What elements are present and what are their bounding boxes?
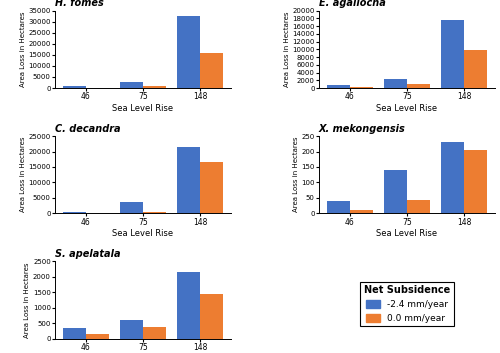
- Bar: [120, 320, 143, 339]
- Bar: [63, 212, 86, 214]
- Bar: [384, 170, 407, 214]
- X-axis label: Sea Level Rise: Sea Level Rise: [112, 229, 174, 238]
- Bar: [200, 162, 223, 214]
- Text: S. apelatala: S. apelatala: [55, 249, 120, 259]
- Text: X. mekongensis: X. mekongensis: [319, 124, 406, 134]
- Bar: [120, 83, 143, 88]
- Bar: [200, 294, 223, 339]
- Bar: [120, 202, 143, 214]
- Bar: [327, 84, 350, 88]
- Bar: [143, 327, 166, 339]
- Bar: [350, 87, 372, 88]
- Legend: -2.4 mm/year, 0.0 mm/year: -2.4 mm/year, 0.0 mm/year: [360, 282, 454, 326]
- Bar: [86, 334, 108, 339]
- Bar: [442, 142, 464, 214]
- Bar: [464, 150, 487, 214]
- Text: E. agallocha: E. agallocha: [319, 0, 386, 8]
- Text: C. decandra: C. decandra: [55, 124, 120, 134]
- Bar: [143, 86, 166, 88]
- Y-axis label: Area Loss in Hectares: Area Loss in Hectares: [20, 12, 26, 87]
- Bar: [178, 16, 200, 88]
- Bar: [407, 199, 430, 214]
- Bar: [350, 210, 372, 214]
- Y-axis label: Area Loss in Hectares: Area Loss in Hectares: [284, 12, 290, 87]
- Bar: [143, 211, 166, 214]
- Bar: [464, 50, 487, 88]
- Y-axis label: Area Loss in Hectares: Area Loss in Hectares: [20, 137, 26, 213]
- Bar: [407, 84, 430, 88]
- Bar: [327, 201, 350, 214]
- Y-axis label: Area Loss in Hectares: Area Loss in Hectares: [292, 137, 298, 213]
- Bar: [178, 272, 200, 339]
- Bar: [178, 147, 200, 214]
- X-axis label: Sea Level Rise: Sea Level Rise: [376, 229, 438, 238]
- Bar: [442, 20, 464, 88]
- X-axis label: Sea Level Rise: Sea Level Rise: [376, 104, 438, 113]
- X-axis label: Sea Level Rise: Sea Level Rise: [112, 104, 174, 113]
- Bar: [384, 79, 407, 88]
- Bar: [63, 328, 86, 339]
- Y-axis label: Area Loss in Hectares: Area Loss in Hectares: [24, 262, 30, 338]
- Text: H. fomes: H. fomes: [55, 0, 104, 8]
- Bar: [200, 53, 223, 88]
- Bar: [63, 86, 86, 88]
